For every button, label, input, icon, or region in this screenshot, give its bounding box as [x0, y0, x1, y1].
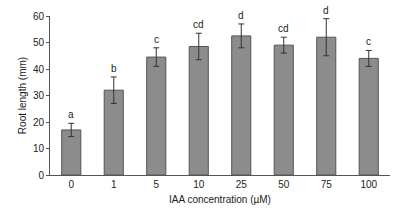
svg-text:IAA concentration (µM): IAA concentration (µM) — [169, 194, 271, 205]
svg-text:b: b — [111, 63, 117, 74]
svg-text:5: 5 — [153, 179, 159, 190]
svg-text:20: 20 — [33, 117, 45, 128]
svg-text:cd: cd — [193, 19, 204, 30]
svg-text:Root length (mm): Root length (mm) — [17, 57, 28, 134]
svg-text:c: c — [366, 36, 371, 47]
svg-text:100: 100 — [360, 179, 377, 190]
svg-text:75: 75 — [321, 179, 333, 190]
svg-text:10: 10 — [193, 179, 205, 190]
svg-text:50: 50 — [278, 179, 290, 190]
svg-text:c: c — [154, 34, 159, 45]
svg-text:d: d — [323, 5, 329, 16]
svg-text:50: 50 — [33, 37, 45, 48]
svg-text:a: a — [68, 109, 74, 120]
svg-text:40: 40 — [33, 64, 45, 75]
svg-text:25: 25 — [236, 179, 248, 190]
svg-text:d: d — [238, 10, 244, 21]
svg-text:60: 60 — [33, 11, 45, 22]
svg-text:10: 10 — [33, 143, 45, 154]
svg-text:0: 0 — [38, 170, 44, 181]
svg-text:0: 0 — [68, 179, 74, 190]
svg-text:1: 1 — [111, 179, 117, 190]
svg-text:30: 30 — [33, 90, 45, 101]
svg-text:cd: cd — [278, 23, 289, 34]
